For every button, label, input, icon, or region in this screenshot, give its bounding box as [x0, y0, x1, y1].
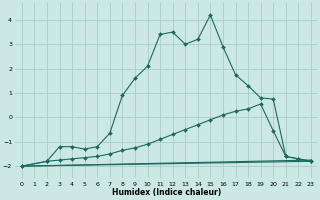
X-axis label: Humidex (Indice chaleur): Humidex (Indice chaleur) — [112, 188, 221, 197]
